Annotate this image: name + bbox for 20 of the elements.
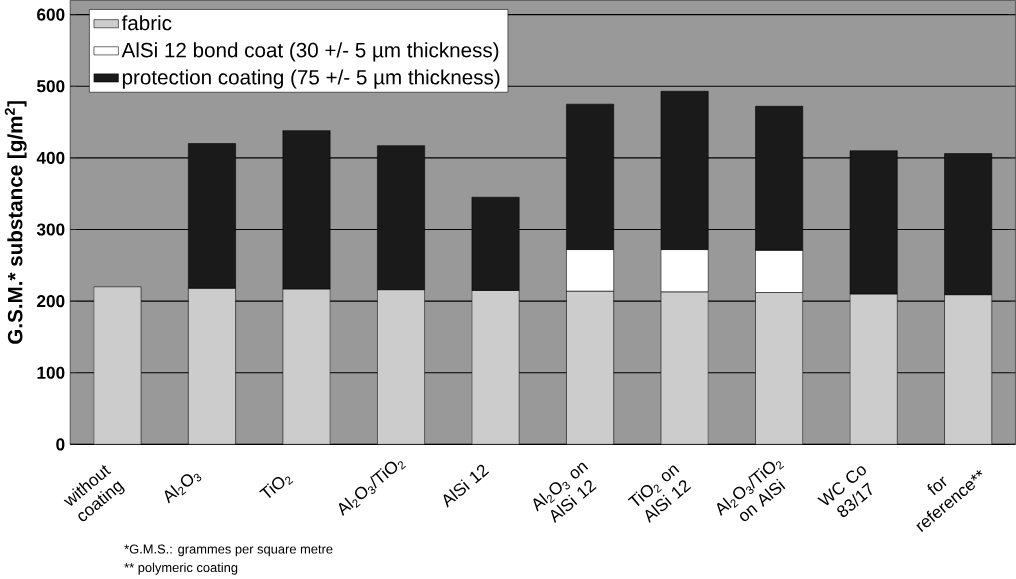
x-tick-label: TiO$_{2}$ [259,476,294,498]
y-tick-label: 400 [36,151,65,164]
y-tick-label: 200 [37,294,65,307]
legend-label: fabric [121,14,172,31]
y-axis-title: G.S.M.* substance [g/m$^{2}$] [4,100,27,344]
x-tick-label: Al$_{2}$O$_{3}$/TiO$_{2}$ [338,461,407,516]
legend-label: AlSi 12 bond coat (30 +/- 5 µm thickness) [121,42,499,62]
y-tick-label: 300 [36,223,65,236]
text: ** polymeric coating [124,562,238,575]
y-tick-label: 100 [37,366,65,379]
y-tick-label: 600 [37,8,65,21]
x-tick-label: Al$_{2}$O$_{3}$/TiO$_{2}$ on AlSi [716,461,786,521]
legend-label: protection coating (75 +/- 5 µm thickness) [122,69,500,89]
x-tick-label: Al$_{2}$O$_{3}$ [164,473,202,504]
x-tick-label: AlSi 12 [443,464,490,508]
x-tick-label: Al$_{2}$O$_{3}$ on AlSi 12 [533,462,597,523]
text: *G.M.S.: grammes per square metre [124,544,333,556]
y-tick-label: 500 [37,79,65,93]
x-tick-label: TiO$_{2}$ on AlSi 12 [627,465,692,523]
y-tick-label: 0 [56,438,65,451]
